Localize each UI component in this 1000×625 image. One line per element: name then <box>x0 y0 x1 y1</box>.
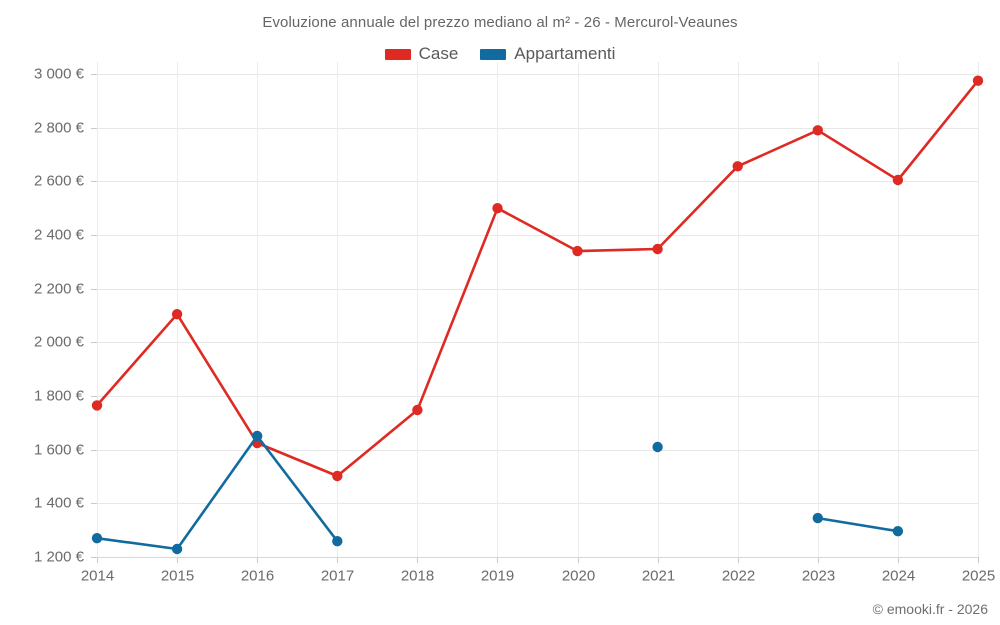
data-point[interactable]: 2021 — Appartamenti: 1610 € <box>652 441 663 453</box>
series-appartamenti: 2014 — Appartamenti: 1270 € 2015 — Appart… <box>91 430 904 555</box>
x-axis-tick-label: 2022 <box>722 567 755 584</box>
data-point[interactable]: 2015 — Case: 2105 € <box>171 309 183 320</box>
data-point[interactable]: 2025 — Case: 2975 € <box>972 75 984 86</box>
x-axis-tick-label: 2017 <box>321 567 354 584</box>
copyright-credit: © emooki.fr - 2026 <box>872 601 988 617</box>
y-axis-tick-label: 3 000 € <box>34 65 85 82</box>
y-axis-tick-label: 2 400 € <box>34 226 85 243</box>
chart-legend: Case Appartamenti <box>0 44 1000 64</box>
data-point[interactable]: 2023 — Case: 2790 € <box>812 125 823 136</box>
data-point[interactable]: 2014 — Appartamenti: 1270 € <box>91 533 103 544</box>
x-axis-tick-label: 2019 <box>481 567 514 584</box>
data-point[interactable]: 2019 — Case: 2500 € <box>492 203 503 214</box>
data-point[interactable]: 2021 — Case: 2348 € <box>652 243 663 255</box>
series-line <box>95 79 980 478</box>
y-axis-tick-label: 1 400 € <box>34 494 85 511</box>
legend-label-appartamenti: Appartamenti <box>514 44 616 63</box>
y-axis-tick-label: 2 000 € <box>34 333 85 350</box>
y-axis-tick-label: 2 800 € <box>34 119 85 136</box>
legend-swatch-appartamenti <box>480 48 507 60</box>
data-point[interactable]: 2020 — Case: 2340 € <box>572 245 583 257</box>
y-axis-tick-label: 1 200 € <box>34 548 85 565</box>
data-point[interactable]: 2016 — Appartamenti: 1651 € <box>252 430 263 442</box>
chart-plot-area: 1 200 € 1 400 € 1 600 € 1 800 € 2 000 € 2 200… <box>34 62 995 584</box>
legend-swatch-case <box>384 48 411 60</box>
x-axis-tick-label: 2018 <box>401 567 434 584</box>
x-axis-tick-label: 2025 <box>962 567 995 584</box>
series-case: 2014 — Case: 1765 € 2015 — Case: 2105 € 20… <box>91 75 984 482</box>
x-axis-tick-label: 2020 <box>562 567 595 584</box>
data-point[interactable]: 2024 — Case: 2605 € <box>892 174 904 186</box>
legend-item-appartamenti[interactable]: Appartamenti <box>480 44 615 64</box>
data-point[interactable]: 2014 — Case: 1765 € <box>91 400 103 411</box>
data-point[interactable]: 2017 — Appartamenti: 1259 € <box>332 536 343 547</box>
data-point[interactable]: 2023 — Appartamenti: 1345 € <box>812 512 823 524</box>
series-line <box>816 516 900 533</box>
x-axis-tick-label: 2016 <box>241 567 274 584</box>
legend-label-case: Case <box>418 44 459 63</box>
y-axis-tick-label: 1 600 € <box>34 441 85 458</box>
y-axis-tick-label: 2 200 € <box>34 280 85 297</box>
x-axis-tick-label: 2024 <box>882 567 915 584</box>
data-point[interactable]: 2017 — Case: 1502 € <box>332 470 343 482</box>
data-point[interactable]: 2015 — Appartamenti: 1230 € <box>171 543 183 555</box>
y-axis-tick-label: 2 600 € <box>34 172 85 189</box>
x-axis-tick-label: 2021 <box>642 567 675 584</box>
data-point[interactable]: 2018 — Case: 1748 € <box>412 404 423 416</box>
x-axis-tick-label: 2014 <box>81 567 114 584</box>
legend-item-case[interactable]: Case <box>384 44 459 64</box>
data-point[interactable]: 2024 — Appartamenti: 1296 € <box>892 526 904 537</box>
chart-title: Evoluzione annuale del prezzo mediano al… <box>262 14 738 31</box>
data-point[interactable]: 2022 — Case: 2656 € <box>732 161 743 172</box>
x-axis-tick-label: 2015 <box>161 567 194 584</box>
y-axis-tick-label: 1 800 € <box>34 387 85 404</box>
x-axis-tick-label: 2023 <box>802 567 835 584</box>
series-line <box>95 434 339 551</box>
